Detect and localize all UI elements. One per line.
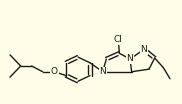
Text: N: N (127, 54, 133, 64)
Text: O: O (51, 67, 58, 76)
Text: Cl: Cl (114, 35, 123, 44)
Text: N: N (141, 45, 147, 54)
Text: N: N (99, 67, 106, 76)
